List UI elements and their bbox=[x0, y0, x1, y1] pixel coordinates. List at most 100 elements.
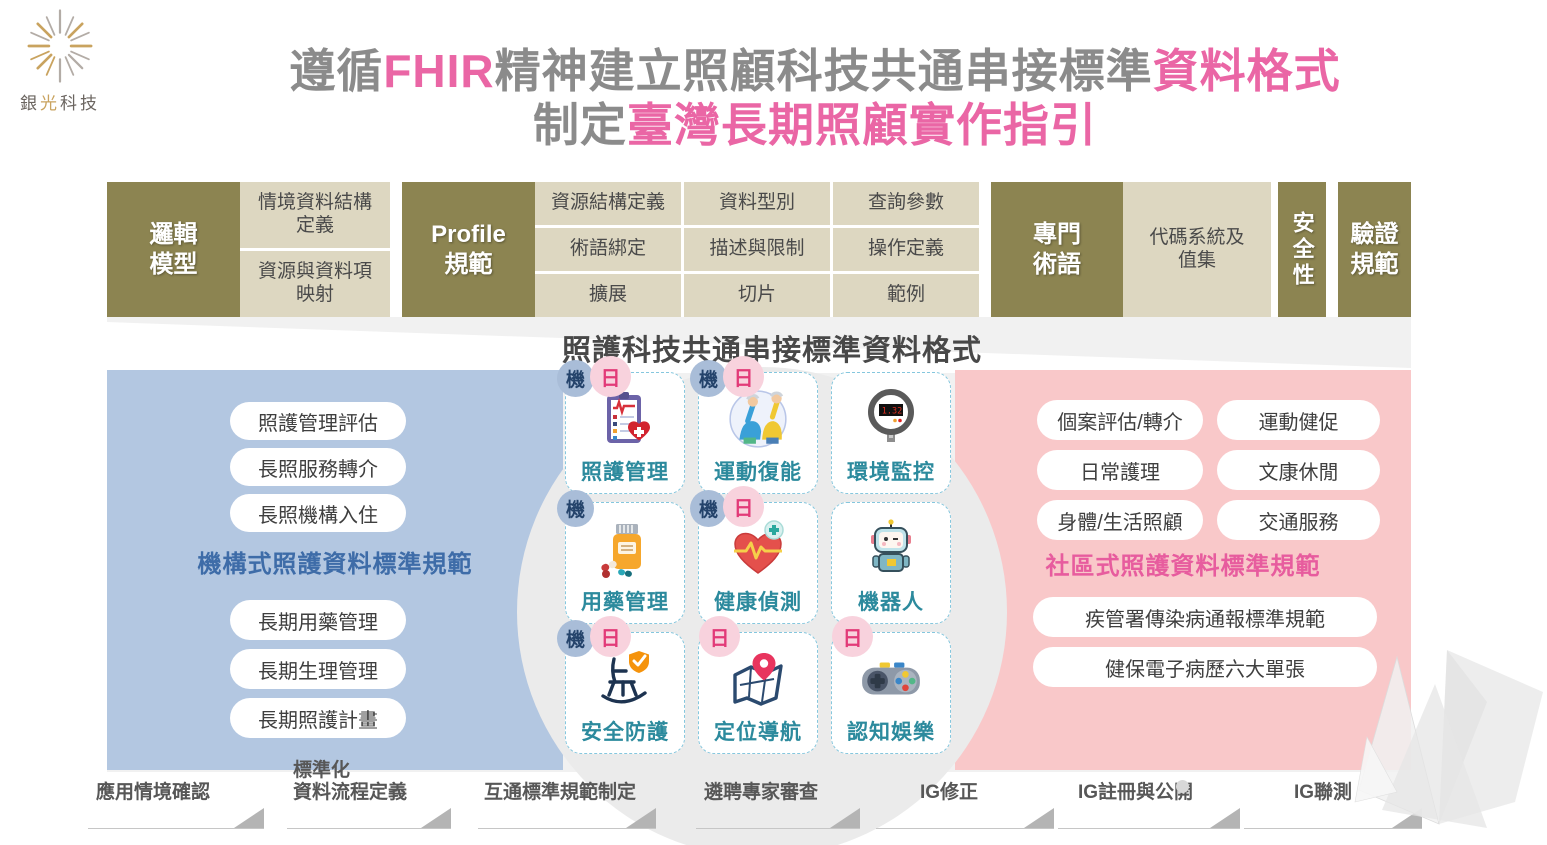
pill-ltc-service-referral: 長照服務轉介 bbox=[230, 448, 406, 486]
daily-badge: 日 bbox=[590, 356, 631, 397]
institution-badge: 機 bbox=[557, 490, 594, 527]
cell-code-system-valueset: 代碼系統及 值集 bbox=[1123, 182, 1271, 317]
community-panel-title: 社區式照護資料標準規範 bbox=[1045, 553, 1321, 580]
institution-badge: 機 bbox=[557, 620, 594, 657]
terminology-box: 專門 術語 bbox=[991, 182, 1123, 317]
arrow-triangle-icon bbox=[830, 808, 860, 828]
security-box: 安全性 bbox=[1278, 182, 1326, 317]
step-label: IG修正 bbox=[920, 782, 979, 804]
step-arrow bbox=[696, 808, 860, 829]
fhir-framework-row: 邏輯 模型 情境資料結構 定義 資源與資料項 映射 Profile 規範 資源結… bbox=[107, 182, 1411, 317]
step-ig-revision: IG修正 bbox=[876, 782, 1054, 829]
step-arrow bbox=[1058, 808, 1240, 829]
cell-description-constraint: 描述與限制 bbox=[684, 228, 830, 271]
card-exercise-rehab: 機日 運動復能 bbox=[690, 356, 818, 494]
pill-long-term-physiology: 長期生理管理 bbox=[230, 649, 406, 689]
svg-text:1.32: 1.32 bbox=[882, 407, 902, 417]
daily-badge: 日 bbox=[723, 486, 764, 527]
card-safety-protection: 機日 安全防護 bbox=[557, 616, 685, 754]
cell-data-type: 資料型別 bbox=[684, 182, 830, 225]
heart-pulse-icon bbox=[699, 511, 817, 587]
pill-long-term-care-plan: 長期照護計畫 bbox=[230, 698, 406, 738]
page-title: 遵循FHIR精神建立照顧科技共通串接標準資料格式 制定臺灣長期照顧實作指引 bbox=[130, 44, 1500, 153]
step-ig-registration-publication: IG註冊與公開 bbox=[1058, 782, 1240, 829]
cell-terminology-binding: 術語綁定 bbox=[535, 228, 681, 271]
logic-model-cells: 情境資料結構 定義 資源與資料項 映射 bbox=[240, 182, 390, 317]
pill-ltc-facility-admission: 長照機構入住 bbox=[230, 494, 406, 532]
pill-culture-leisure: 文康休閒 bbox=[1217, 450, 1380, 490]
pill-cdc-notifiable-disease-spec: 疾管署傳染病通報標準規範 bbox=[1033, 597, 1377, 637]
cell-search-params: 查詢參數 bbox=[833, 182, 979, 225]
community-care-panel: 個案評估/轉介 日常護理 身體/生活照顧 運動健促 文康休閒 交通服務 社區式照… bbox=[955, 370, 1411, 770]
card-label: 用藥管理 bbox=[581, 591, 669, 614]
gauge-icon: 1.32 bbox=[832, 381, 950, 457]
card-label: 安全防護 bbox=[581, 721, 669, 744]
game-controller-icon bbox=[832, 641, 950, 717]
cell-operation-definition: 操作定義 bbox=[833, 228, 979, 271]
card-label: 定位導航 bbox=[714, 721, 802, 744]
pill-body-life-care: 身體/生活照顧 bbox=[1037, 500, 1203, 540]
card-health-detection: 機日 健康偵測 bbox=[690, 486, 818, 624]
cell-resource-mapping: 資源與資料項 映射 bbox=[240, 251, 390, 317]
arrow-triangle-icon bbox=[626, 808, 656, 828]
arrow-triangle-icon bbox=[234, 808, 264, 828]
company-logo: 銀光科技 bbox=[12, 6, 108, 114]
step-label: 應用情境確認 bbox=[96, 782, 211, 804]
card-care-management: 機日 照護管理 bbox=[557, 356, 685, 494]
rocking-chair-shield-icon bbox=[566, 641, 684, 717]
cell-example: 範例 bbox=[833, 274, 979, 317]
step-arrow bbox=[876, 808, 1054, 829]
arrow-triangle-icon bbox=[421, 808, 451, 828]
cell-resource-structure: 資源結構定義 bbox=[535, 182, 681, 225]
card-label: 運動復能 bbox=[714, 461, 802, 484]
step-arrow bbox=[287, 808, 451, 829]
logic-model-box: 邏輯 模型 bbox=[107, 182, 240, 317]
step-expert-review: 遴聘專家審查 bbox=[696, 782, 860, 829]
medicine-bottle-icon bbox=[566, 511, 684, 587]
step-label: 遴聘專家審查 bbox=[704, 782, 819, 804]
process-timeline: 應用情境確認 標準化 資料流程定義 互通標準規範制定 遴聘專家審查 IG修正 I… bbox=[0, 760, 1547, 838]
daily-badge: 日 bbox=[723, 356, 764, 397]
institution-badge: 機 bbox=[557, 360, 594, 397]
title-line-1: 遵循FHIR精神建立照顧科技共通串接標準資料格式 bbox=[289, 45, 1341, 97]
clipboard-heart-icon bbox=[566, 381, 684, 457]
cell-context-structure: 情境資料結構 定義 bbox=[240, 182, 390, 248]
pill-transport-service: 交通服務 bbox=[1217, 500, 1380, 540]
pill-long-term-medication: 長期用藥管理 bbox=[230, 600, 406, 640]
institution-badge: 機 bbox=[690, 360, 727, 397]
cell-slicing: 切片 bbox=[684, 274, 830, 317]
institutional-care-panel: 照護管理評估 長照服務轉介 長照機構入住 機構式照護資料標準規範 長期用藥管理 … bbox=[107, 370, 563, 770]
arrow-triangle-icon bbox=[1210, 808, 1240, 828]
step-arrow bbox=[478, 808, 656, 829]
step-use-case-confirmation: 應用情境確認 bbox=[88, 782, 264, 829]
card-label: 機器人 bbox=[858, 591, 924, 614]
profile-spec-box: Profile 規範 bbox=[402, 182, 535, 317]
daily-badge: 日 bbox=[590, 616, 631, 657]
pill-exercise-promotion: 運動健促 bbox=[1217, 400, 1380, 440]
pill-care-mgmt-assessment: 照護管理評估 bbox=[230, 402, 406, 440]
step-standardized-data-flow: 標準化 資料流程定義 bbox=[287, 760, 451, 829]
daily-badge: 日 bbox=[699, 616, 740, 657]
card-label: 健康偵測 bbox=[714, 591, 802, 614]
card-robot: 機器人 bbox=[831, 502, 951, 624]
card-medication-management: 機 bbox=[557, 490, 685, 624]
crystal-decoration bbox=[1354, 650, 1543, 828]
pill-daily-nursing: 日常護理 bbox=[1037, 450, 1203, 490]
title-line-2: 制定臺灣長期照顧實作指引 bbox=[533, 99, 1097, 152]
map-pin-icon bbox=[699, 641, 817, 717]
step-label: IG聯測 bbox=[1294, 782, 1353, 804]
validation-box: 驗證 規範 bbox=[1338, 182, 1411, 317]
cell-extension: 擴展 bbox=[535, 274, 681, 317]
card-label: 認知娛樂 bbox=[847, 721, 935, 744]
step-label: 互通標準規範制定 bbox=[484, 782, 637, 804]
step-interop-spec-drafting: 互通標準規範制定 bbox=[478, 782, 656, 829]
institution-badge: 機 bbox=[690, 490, 727, 527]
section-subtitle: 照護科技共通串接標準資料格式 bbox=[561, 335, 982, 367]
profile-spec-cells: 資源結構定義 資料型別 查詢參數 術語綁定 描述與限制 操作定義 擴展 切片 範… bbox=[535, 182, 979, 317]
robot-icon bbox=[832, 511, 950, 587]
exercise-people-icon bbox=[699, 381, 817, 457]
step-arrow bbox=[88, 808, 264, 829]
pill-nhi-emr-six-forms: 健保電子病歷六大單張 bbox=[1033, 647, 1377, 687]
dot-decoration bbox=[1176, 780, 1189, 793]
step-label: 標準化 資料流程定義 bbox=[293, 760, 408, 804]
